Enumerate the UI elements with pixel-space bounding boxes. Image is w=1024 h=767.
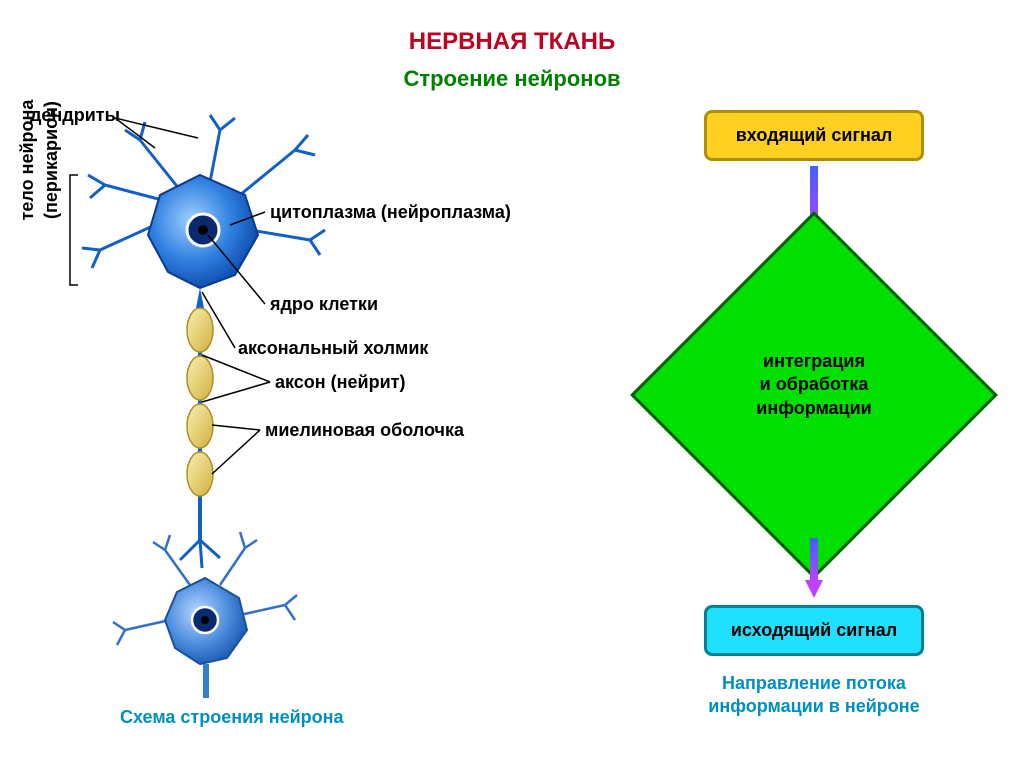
label-hillock: аксональный холмик bbox=[238, 338, 428, 359]
caption-flow-direction: Направление потока информации в нейроне bbox=[664, 672, 964, 717]
label-body-sub: (перикарион) bbox=[42, 80, 62, 240]
caption-right-l1: Направление потока bbox=[722, 673, 906, 693]
leader-lines bbox=[70, 118, 270, 474]
subtitle: Строение нейронов bbox=[0, 66, 1024, 92]
label-myelin: миелиновая оболочка bbox=[265, 420, 464, 441]
label-axon: аксон (нейрит) bbox=[275, 372, 405, 393]
flow-box-output: исходящий сигнал bbox=[704, 605, 924, 656]
flow-process-line2: и обработка bbox=[760, 374, 869, 394]
flow-process-line3: информации bbox=[756, 398, 872, 418]
flow-process-line1: интеграция bbox=[763, 351, 865, 371]
neuron-diagram: дендриты тело нейрона (перикарион) цитоп… bbox=[30, 90, 590, 710]
flow-box-input: входящий сигнал bbox=[704, 110, 924, 161]
axon-group bbox=[180, 308, 220, 568]
neuron-svg bbox=[30, 90, 590, 710]
label-nucleus: ядро клетки bbox=[270, 294, 378, 315]
flow-arrow-2 bbox=[805, 538, 823, 598]
flow-diamond-text: интеграция и обработка информации bbox=[714, 350, 914, 420]
label-cytoplasm: цитоплазма (нейроплазма) bbox=[270, 202, 511, 223]
neuron-target-cell bbox=[113, 532, 297, 698]
main-title: НЕРВНАЯ ТКАНЬ bbox=[0, 28, 1024, 56]
flowchart: входящий сигнал интеграция и обработка и… bbox=[644, 110, 984, 710]
caption-right-l2: информации в нейроне bbox=[708, 696, 919, 716]
caption-neuron-scheme: Схема строения нейрона bbox=[120, 707, 344, 728]
label-body: тело нейрона bbox=[18, 80, 38, 240]
